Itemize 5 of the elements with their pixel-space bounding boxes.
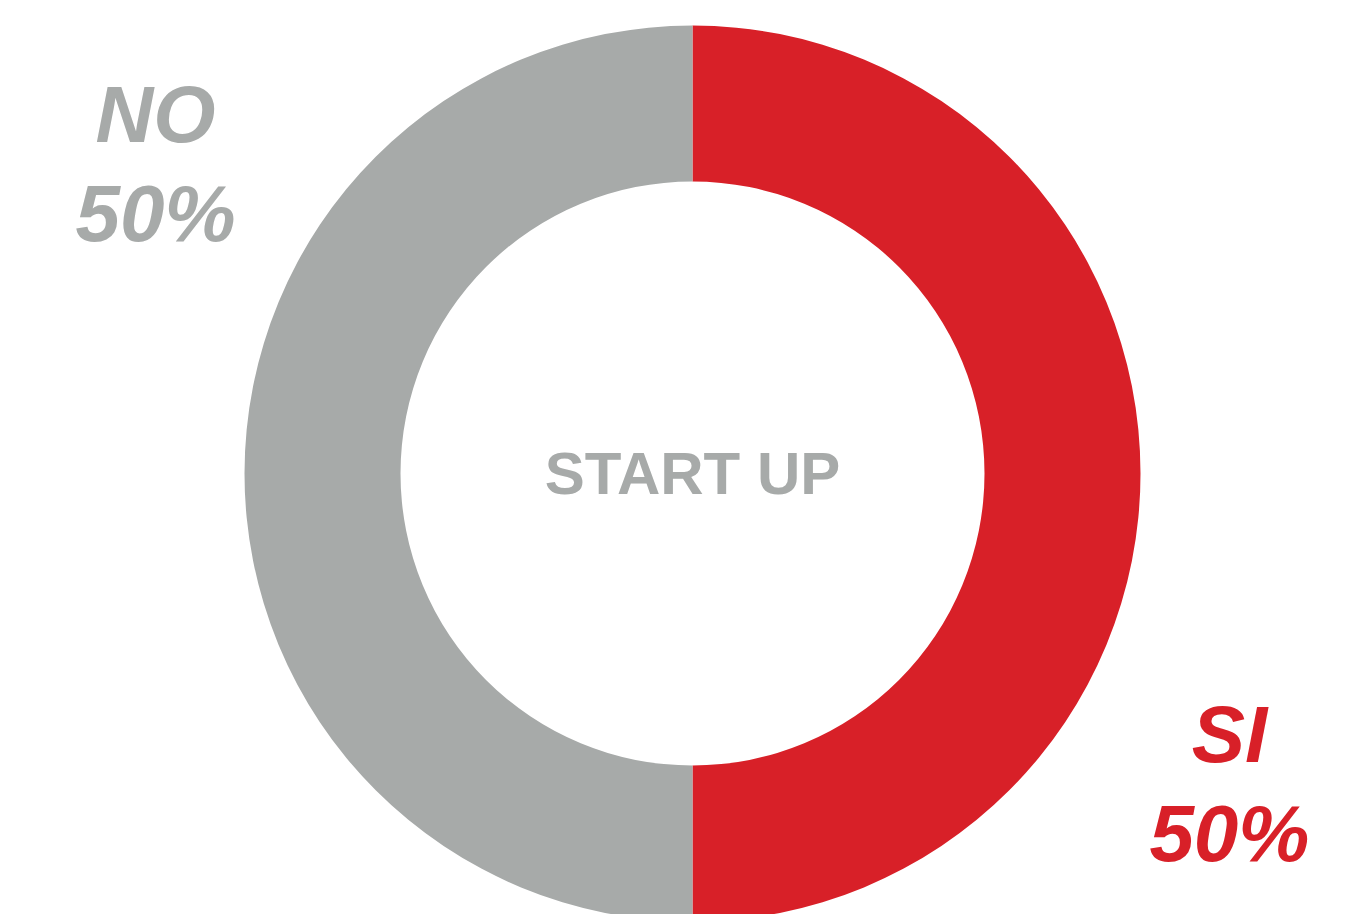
- slice-label: NO: [95, 69, 216, 159]
- slice-label: SI: [1191, 689, 1269, 779]
- data-label: 50%: [1149, 788, 1310, 878]
- data-label: 50%: [75, 168, 236, 258]
- text: START UP: [544, 440, 841, 507]
